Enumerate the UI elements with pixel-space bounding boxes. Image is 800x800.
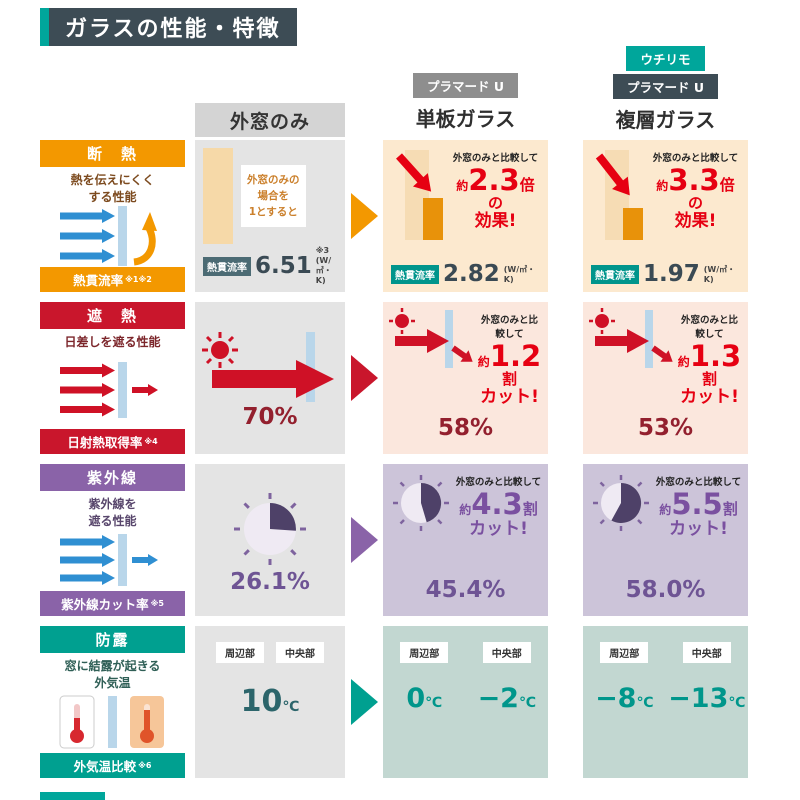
dew-double-center-value: −13℃ (668, 683, 746, 714)
shade-label-block: 遮 熱 日差しを遮る性能 日射熱取得率 ※4 (40, 302, 185, 454)
uv-metric-band: 紫外線カット率 ※5 (40, 591, 185, 616)
uv-double-value: 58.0% (625, 577, 706, 603)
title-accent-bar (40, 8, 49, 46)
right-arrow-icon (350, 679, 378, 725)
shade-double-effect: 外窓のみと比較して 約1.3割 カット! (677, 315, 742, 407)
bar-drop-chart-icon (595, 150, 643, 240)
shade-double-value: 53% (637, 415, 694, 441)
uv-single-value: 45.4% (425, 577, 506, 603)
sun-block-icon-svg (59, 361, 158, 418)
center-tag: 中央部 (482, 642, 531, 663)
uv-outer-value: 26.1% (230, 568, 310, 595)
heat-flow-icon-svg (59, 206, 157, 267)
shade-metric-band: 日射熱取得率 ※4 (40, 429, 185, 454)
page-title: ガラスの性能・特徴 (49, 8, 297, 46)
shade-single-effect: 外窓のみと比較して 約1.2割 カット! (477, 315, 542, 407)
edge-tag: 周辺部 (400, 642, 449, 663)
arrow-shade (345, 302, 383, 454)
right-arrow-icon (350, 193, 378, 239)
dew-outer-value: 10℃ (240, 684, 300, 719)
insulation-double-effect: 外窓のみと比較して 約3.3倍の 効果! (652, 153, 739, 231)
glass-type-single: 単板ガラス (415, 107, 516, 131)
arrow-insulation (345, 140, 383, 292)
dew-single-edge-value: 0℃ (406, 683, 443, 714)
brand-badge-uchirimo: ウチリモ (626, 46, 705, 71)
insulation-outer-cell: 外窓のみの 場合を 1とすると 熱貫流率 6.51 ※3 (W/㎡・K) (195, 140, 345, 292)
insulation-double-metric: 熱貫流率 1.97 (W/㎡・K) (591, 263, 742, 286)
sun-arrow-small-icon (389, 308, 473, 368)
insulation-baseline-chart: 外窓のみの 場合を 1とすると (203, 148, 337, 244)
arrow-dew (345, 626, 383, 778)
brand-badge-plamado: プラマード U (412, 73, 518, 98)
uv-pie-sun-small-icon (593, 475, 649, 531)
dew-double-cell: 周辺部 −8℃ 中央部 −13℃ (583, 626, 748, 778)
edge-tag: 周辺部 (600, 642, 649, 663)
shade-outer-value: 70% (242, 403, 298, 430)
uv-desc: 紫外線を 遮る性能 (88, 497, 137, 528)
column-header-outer-window: 外窓のみ (195, 103, 345, 137)
shade-outer-cell: 70% (195, 302, 345, 454)
sun-block-icon (40, 351, 185, 429)
right-arrow-icon (350, 355, 378, 401)
shade-single-cell: 外窓のみと比較して 約1.2割 カット! 58% (383, 302, 548, 454)
shade-double-cell: 外窓のみと比較して 約1.3割 カット! 53% (583, 302, 748, 454)
uv-pie-sun-small-icon (393, 475, 449, 531)
uv-double-cell: 外窓のみと比較して 約5.5割 カット! 58.0% (583, 464, 748, 616)
footer-accent-bar (40, 792, 105, 800)
uv-single-effect: 外窓のみと比較して 約4.3割 カット! (455, 477, 542, 539)
arrow-uv (345, 464, 383, 616)
insulation-desc: 熱を伝えにくく する性能 (70, 173, 155, 204)
insulation-single-metric: 熱貫流率 2.82 (W/㎡・K) (391, 263, 542, 286)
uv-block-icon (40, 530, 185, 591)
row-shade: 遮 熱 日差しを遮る性能 日射熱取得率 ※4 (40, 302, 748, 454)
uv-label: 紫外線 (40, 464, 185, 491)
brand-badge-plamado-dark: プラマード U (612, 74, 718, 99)
dew-single-cell: 周辺部 0℃ 中央部 −2℃ (383, 626, 548, 778)
insulation-metric-band: 熱貫流率 ※1※2 (40, 267, 185, 292)
row-uv: 紫外線 紫外線を 遮る性能 紫外線カット率 ※5 (40, 464, 748, 616)
column-header-double-glass: ウチリモ プラマード U 複層ガラス (583, 46, 748, 133)
insulation-single-effect: 外窓のみと比較して 約2.3倍の 効果! (452, 153, 539, 231)
insulation-single-cell: 外窓のみと比較して 約2.3倍の 効果! 熱貫流率 2.82 (W/㎡・K) (383, 140, 548, 292)
glass-type-double: 複層ガラス (615, 108, 716, 132)
shade-label: 遮 熱 (40, 302, 185, 329)
column-header-single-glass: プラマード U 単板ガラス (383, 73, 548, 132)
shade-single-value: 58% (437, 415, 494, 441)
thermometer-icon (40, 692, 185, 753)
sun-arrow-small-icon (589, 308, 673, 368)
insulation-label-block: 断 熱 熱を伝えにくく する性能 熱貫流率 ※1※2 (40, 140, 185, 292)
uv-block-icon-svg (59, 534, 158, 587)
uv-single-cell: 外窓のみと比較して 約4.3割 カット! 45.4% (383, 464, 548, 616)
uv-label-block: 紫外線 紫外線を 遮る性能 紫外線カット率 ※5 (40, 464, 185, 616)
edge-tag: 周辺部 (216, 642, 264, 663)
dew-metric-band: 外気温比較 ※6 (40, 753, 185, 778)
heat-flow-icon (40, 206, 185, 267)
thermometer-icon-svg (59, 695, 164, 749)
uv-pie-sun-icon (234, 492, 306, 565)
sun-arrow-icon (202, 331, 334, 402)
insulation-double-cell: 外窓のみと比較して 約3.3倍の 効果! 熱貫流率 1.97 (W/㎡・K) (583, 140, 748, 292)
page-title-bar: ガラスの性能・特徴 (40, 8, 297, 46)
center-tag: 中央部 (276, 642, 324, 663)
right-arrow-icon (350, 517, 378, 563)
row-dew: 防露 窓に結露が起きる 外気温 外気温比較 ※6 周辺部 中央部 (40, 626, 748, 778)
uv-outer-cell: 26.1% (195, 464, 345, 616)
center-tag: 中央部 (682, 642, 731, 663)
dew-single-center-value: −2℃ (477, 683, 536, 714)
insulation-label: 断 熱 (40, 140, 185, 167)
row-insulation: 断 熱 熱を伝えにくく する性能 熱貫流率 ※1※2 (40, 140, 748, 292)
baseline-note: 外窓のみの 場合を 1とすると (241, 164, 306, 228)
dew-double-edge-value: −8℃ (595, 683, 654, 714)
uv-double-effect: 外窓のみと比較して 約5.5割 カット! (655, 477, 742, 539)
dew-label-block: 防露 窓に結露が起きる 外気温 外気温比較 ※6 (40, 626, 185, 778)
dew-outer-cell: 周辺部 中央部 10℃ (195, 626, 345, 778)
insulation-outer-metric: 熱貫流率 6.51 ※3 (W/㎡・K) (203, 246, 337, 286)
bar-drop-chart-icon (396, 150, 443, 240)
baseline-bar (203, 148, 233, 244)
shade-desc: 日差しを遮る性能 (64, 335, 161, 349)
dew-desc: 窓に結露が起きる 外気温 (64, 659, 161, 690)
dew-label: 防露 (40, 626, 185, 653)
